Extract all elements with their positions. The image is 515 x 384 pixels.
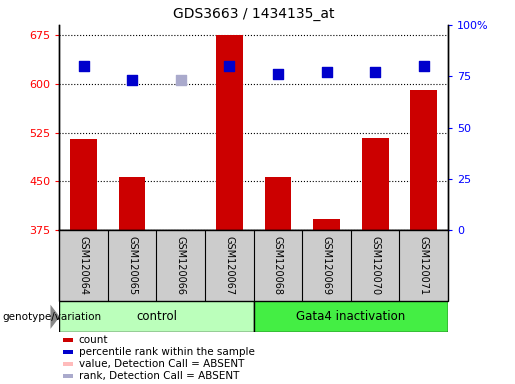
Point (128, 77, 136, 83)
Text: rank, Detection Call = ABSENT: rank, Detection Call = ABSENT (79, 371, 239, 381)
Text: GSM120064: GSM120064 (78, 237, 89, 295)
Text: GSM120068: GSM120068 (273, 237, 283, 295)
Text: GSM120065: GSM120065 (127, 237, 137, 295)
Text: percentile rank within the sample: percentile rank within the sample (79, 347, 254, 357)
Bar (410, 90, 437, 230)
Bar (265, 177, 291, 230)
Bar (253, 301, 448, 332)
Bar (119, 177, 146, 230)
Point (177, 77, 185, 83)
Point (274, 71, 282, 77)
Bar (313, 218, 340, 230)
Text: GSM120067: GSM120067 (225, 237, 234, 295)
Text: GSM120066: GSM120066 (176, 237, 186, 295)
Text: GSM120070: GSM120070 (370, 237, 380, 295)
Title: GDS3663 / 1434135_at: GDS3663 / 1434135_at (173, 7, 334, 21)
Text: control: control (136, 310, 177, 323)
Text: value, Detection Call = ABSENT: value, Detection Call = ABSENT (79, 359, 244, 369)
Text: GSM120069: GSM120069 (321, 237, 332, 295)
Point (322, 69, 331, 75)
Bar (362, 138, 388, 230)
Bar (70, 139, 97, 230)
Point (225, 63, 233, 69)
Point (79, 63, 88, 69)
Text: Gata4 inactivation: Gata4 inactivation (296, 310, 405, 323)
Text: genotype/variation: genotype/variation (3, 312, 101, 322)
Bar (216, 35, 243, 230)
Polygon shape (50, 305, 60, 329)
Point (371, 69, 379, 75)
Text: GSM120071: GSM120071 (419, 237, 429, 295)
Bar (63, 338, 73, 342)
Bar (63, 362, 73, 366)
Point (420, 63, 428, 69)
Bar (63, 374, 73, 378)
Bar (59, 301, 253, 332)
Bar (63, 350, 73, 354)
Text: count: count (79, 335, 108, 345)
